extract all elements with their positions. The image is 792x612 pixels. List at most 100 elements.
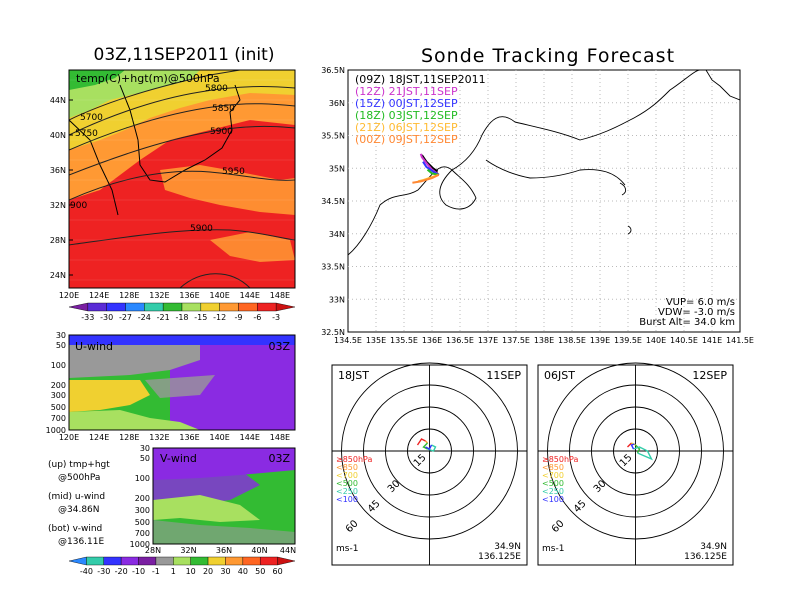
track-lon-tick: 139.5E — [614, 336, 642, 345]
note-mid-2: @34.86N — [58, 505, 100, 515]
track-lat-tick: 32.5N — [321, 328, 345, 337]
v-level-tick: 50 — [140, 454, 150, 463]
wind-colorbar-cell — [190, 556, 209, 566]
v-level-tick: 700 — [135, 529, 150, 538]
polar-hodograph — [416, 438, 426, 446]
temp-colorbar-cell — [106, 302, 126, 312]
wind-colorbar-cell — [173, 556, 191, 566]
polar-units: ms-1 — [542, 544, 564, 554]
contour-labels: 5700 5750 5800 5850 5900 5950 900 5900 — [70, 84, 245, 234]
u-level-tick: 1000 — [46, 426, 66, 435]
map-lat-tick: 40N — [50, 131, 66, 140]
polar-level-label: <100 — [336, 495, 358, 504]
track-lon-tick: 138E — [534, 336, 554, 345]
temp-colorbar-label: -6 — [253, 313, 261, 322]
v-level-tick: 1000 — [130, 540, 150, 549]
map-panel: temp(C)+hgt(m)@500hPa 5700 5750 5800 585… — [50, 69, 296, 322]
track-lon-tick: 140E — [646, 336, 666, 345]
track-lon-tick: 141.5E — [726, 336, 754, 345]
polar-level-label: <500 — [542, 479, 564, 488]
polar-hodograph — [635, 444, 641, 454]
polar-level-label: ≥850hPa — [542, 455, 579, 464]
polar-level-label: <500 — [336, 479, 358, 488]
u-time: 03Z — [268, 340, 290, 353]
u-field-lightgreen — [69, 410, 200, 430]
track-lon-tick: 138.5E — [558, 336, 586, 345]
v-level-tick: 500 — [135, 518, 150, 527]
wind-colorbar-label: -10 — [132, 567, 145, 576]
map-field-orange-band — [160, 165, 295, 215]
map-lat-ticks: 24N 28N 32N 36N 40N 44N — [50, 96, 73, 280]
track-legend-item: (09Z) 18JST,11SEP2011 — [355, 73, 486, 86]
polar-level-label: <700 — [336, 471, 358, 480]
track-lines — [412, 153, 440, 184]
track-lat-tick: 35.5N — [321, 132, 345, 141]
map-lon-ticks: 120E 124E 128E 132E 136E 140E 144E 148E — [59, 291, 290, 300]
u-level-tick: 200 — [51, 381, 66, 390]
track-lat-tick: 35N — [329, 164, 345, 173]
v-lat-tick: 28N — [145, 546, 161, 555]
track-lat-tick: 33.5N — [321, 263, 345, 272]
track-param: Burst Alt= 34.0 km — [639, 317, 735, 328]
v-lat-tick: 44N — [280, 546, 296, 555]
track-lat-tick: 36N — [329, 99, 345, 108]
polar-hodograph — [422, 442, 428, 450]
contour-label-5850: 5850 — [212, 104, 235, 114]
track-lat-tick: 33N — [329, 295, 345, 304]
contour-label-5900-south: 5900 — [190, 224, 213, 234]
u-lon-ticks: 120E 124E 128E 132E 136E 140E 144E 148E — [59, 433, 290, 442]
u-level-tick: 300 — [51, 391, 66, 400]
contour-label-5950: 5950 — [222, 167, 245, 177]
polar-time: 06JST — [544, 369, 575, 382]
polar-lon: 136.125E — [478, 552, 521, 562]
wind-colorbar-cell — [155, 556, 174, 566]
track-line — [422, 161, 440, 176]
map-lon-tick: 124E — [89, 291, 109, 300]
temp-colorbar-label: -15 — [194, 313, 207, 322]
u-lon-tick: 120E — [59, 433, 79, 442]
polar-units: ms-1 — [336, 544, 358, 554]
contour-5750 — [69, 86, 295, 136]
map-lon-tick: 140E — [210, 291, 230, 300]
map-label: temp(C)+hgt(m)@500hPa — [76, 72, 220, 85]
contour-label-5750: 5750 — [75, 129, 98, 139]
u-level-tick: 50 — [56, 341, 66, 350]
track-grid — [348, 70, 740, 332]
track-legend-item: (21Z) 06JST,12SEP — [355, 121, 458, 134]
temp-colorbar-cell — [257, 302, 277, 312]
u-level-tick: 700 — [51, 414, 66, 423]
map-lat-tick: 32N — [50, 201, 66, 210]
temp-colorbar-label: -21 — [157, 313, 170, 322]
temp-colorbar-label: -18 — [175, 313, 188, 322]
contour-5700 — [69, 70, 241, 121]
polar-hodograph — [627, 442, 632, 448]
wind-colorbar-label: -20 — [115, 567, 128, 576]
wind-colorbar-label: 20 — [203, 567, 213, 576]
u-label: U-wind — [75, 340, 113, 353]
track-coastline — [348, 70, 740, 256]
contour-5850 — [69, 125, 295, 176]
temp-colorbar-label: -9 — [235, 313, 243, 322]
polar-left-panel: 18JST 11SEP15304560≥850hPa<850<700<500<25… — [331, 362, 528, 566]
polar-level-label: <850 — [542, 463, 564, 472]
contour-low — [179, 273, 251, 288]
polar-level-label: <700 — [542, 471, 564, 480]
u-lon-tick: 128E — [119, 433, 139, 442]
temp-colorbar-cell — [219, 302, 239, 312]
polar-level-label: <250 — [542, 487, 564, 496]
map-lat-tick: 28N — [50, 236, 66, 245]
v-label: V-wind — [160, 452, 197, 465]
korea-coast — [69, 119, 119, 216]
track-line — [426, 168, 439, 176]
polar-lat: 34.9N — [494, 542, 521, 552]
map-lat-tick: 24N — [50, 271, 66, 280]
u-frame — [68, 334, 296, 431]
note-mid-1: (mid) u-wind — [48, 492, 105, 502]
temp-colorbar-label: -27 — [119, 313, 132, 322]
polar-hodograph — [630, 443, 635, 450]
temp-colorbar-label: -24 — [138, 313, 151, 322]
track-lat-tick: 36.5N — [321, 66, 345, 75]
